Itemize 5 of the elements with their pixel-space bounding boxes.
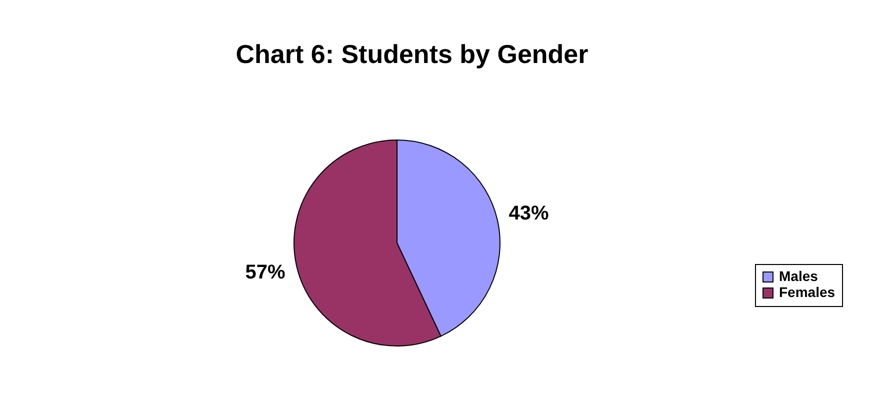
legend-label: Females <box>779 284 836 300</box>
data-label: 57% <box>245 261 286 284</box>
chart-title: Chart 6: Students by Gender <box>236 39 588 69</box>
data-label: 43% <box>508 202 549 225</box>
legend-label: Males <box>779 268 818 284</box>
